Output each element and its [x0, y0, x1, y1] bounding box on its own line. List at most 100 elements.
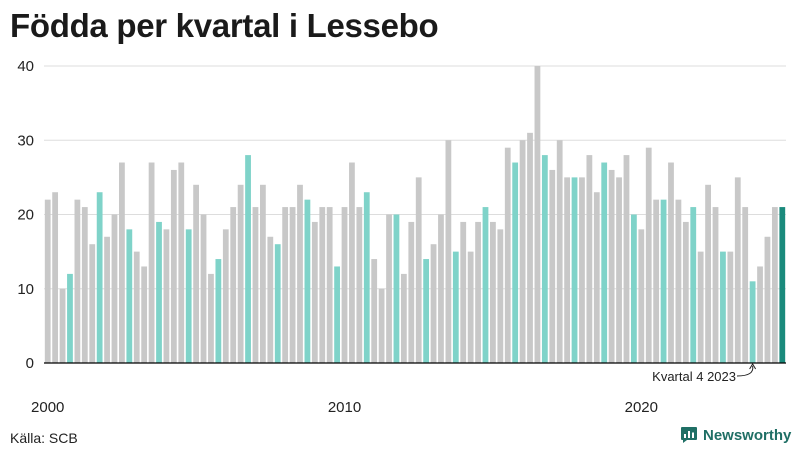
bar: [675, 199, 682, 363]
bar: [668, 162, 674, 363]
bar: [556, 140, 563, 363]
bar: [512, 162, 519, 363]
bar: [326, 207, 333, 363]
brand-name: Newsworthy: [703, 426, 792, 444]
source-label: Källa: SCB: [10, 430, 78, 446]
bar: [645, 147, 652, 363]
y-axis-ticks: 0 10 20 30 40: [17, 58, 34, 372]
annotation: Kvartal 4 2023: [652, 363, 757, 384]
bar: [96, 192, 103, 363]
bar: [74, 199, 81, 363]
bar: [579, 177, 585, 363]
bar: [727, 251, 734, 363]
bar: [178, 162, 185, 363]
bar: [334, 266, 340, 363]
bar: [608, 169, 615, 363]
bar: [89, 244, 96, 363]
bar: [222, 229, 229, 363]
bar: [764, 236, 771, 363]
bar: [720, 251, 726, 363]
bar: [371, 259, 378, 363]
bar: [734, 177, 741, 363]
bar: [133, 251, 140, 363]
bar: [230, 207, 237, 363]
bar: [490, 221, 496, 363]
bar: [393, 214, 400, 363]
bar: [311, 221, 318, 363]
bar: [438, 214, 444, 363]
bar: [534, 66, 541, 363]
bar: [475, 221, 481, 363]
y-tick-label: 30: [17, 132, 34, 149]
bar: [564, 177, 571, 363]
bar: [445, 140, 452, 363]
y-tick-label: 0: [26, 355, 34, 372]
bar: [245, 155, 251, 363]
bar: [423, 259, 430, 363]
bar: [601, 162, 608, 363]
bar: [742, 207, 749, 363]
bar: [757, 266, 763, 363]
bar: [482, 207, 489, 363]
x-tick-label: 2010: [328, 399, 361, 416]
bars: [44, 66, 786, 363]
bar: [452, 251, 459, 363]
bar: [289, 207, 296, 363]
bar: [52, 192, 59, 363]
y-tick-label: 40: [17, 58, 34, 75]
bar: [571, 177, 578, 363]
bar: [67, 273, 73, 363]
bar: [690, 207, 697, 363]
bar: [705, 184, 711, 363]
bar: [415, 177, 422, 363]
bar: [467, 251, 474, 363]
bar: [519, 140, 526, 363]
bar: [749, 281, 756, 363]
annotation-label: Kvartal 4 2023: [652, 369, 736, 384]
bar: [185, 229, 192, 363]
bar: [319, 207, 326, 363]
bar: [586, 155, 593, 363]
bar: [148, 162, 155, 363]
annotation-arrowhead: [749, 363, 757, 370]
bar: [304, 199, 311, 363]
gridlines: [44, 65, 786, 290]
bar: [126, 229, 133, 363]
bar: [638, 229, 645, 363]
x-tick-label: 2020: [625, 399, 658, 416]
bar: [349, 162, 355, 363]
bar: [616, 177, 622, 363]
bar: [119, 162, 125, 363]
x-tick-label: 2000: [31, 399, 64, 416]
bar: [215, 259, 222, 363]
bar: [274, 244, 281, 363]
bar: [430, 244, 437, 363]
bar: [363, 192, 370, 363]
bar: [779, 207, 786, 363]
bar: [408, 221, 415, 363]
bar: [163, 229, 170, 363]
bar: [156, 221, 162, 363]
bar: [111, 214, 118, 363]
annotation-arrow: [736, 365, 754, 377]
bar: [593, 192, 600, 363]
bar: [400, 273, 407, 363]
bar: [378, 288, 385, 363]
x-axis-ticks: 2000 2010 2020: [31, 399, 658, 416]
bar: [208, 273, 214, 363]
brand-logo: Newsworthy: [680, 426, 791, 444]
bar: [660, 199, 667, 363]
y-tick-label: 10: [17, 281, 34, 298]
bar: [549, 169, 556, 363]
bar: [282, 207, 289, 363]
bar: [104, 236, 110, 363]
bar: [297, 184, 303, 363]
bar: [504, 147, 511, 363]
bar: [356, 207, 363, 363]
bar: [267, 236, 274, 363]
bar: [252, 207, 259, 363]
bar: [697, 251, 704, 363]
bar: [653, 199, 660, 363]
bar: [200, 214, 207, 363]
